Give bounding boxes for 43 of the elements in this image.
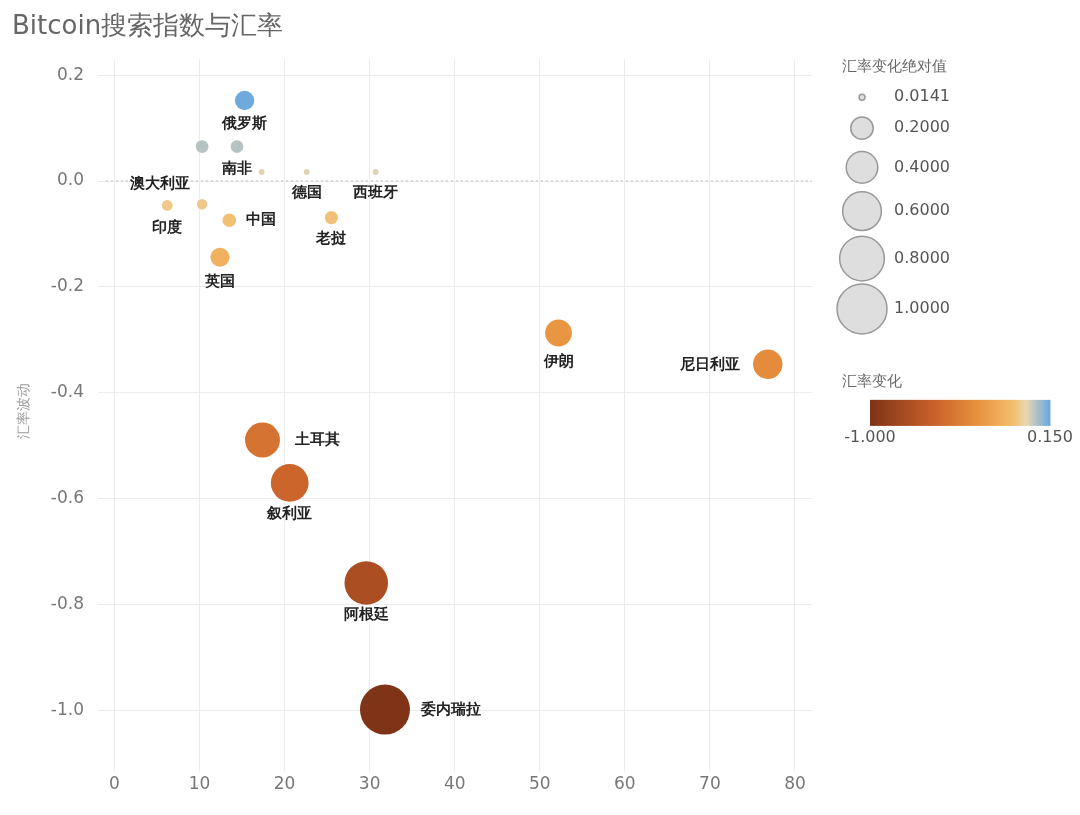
y-tick-label: -0.2: [50, 275, 84, 296]
x-tick-label: 30: [358, 773, 381, 794]
annotation: 土耳其: [293, 429, 340, 448]
legend-title: 汇率变化绝对值: [842, 57, 947, 76]
color-bar-label: -1.000: [844, 427, 896, 447]
annotation: 德国: [290, 182, 322, 201]
annotation: 印度: [152, 218, 183, 237]
legend-label: 0.6000: [894, 200, 950, 220]
x-tick-label: 40: [443, 773, 466, 794]
annotation: 南非: [220, 159, 252, 178]
chart-title: Bitcoin搜索指数与汇率: [12, 10, 284, 41]
annotation: 叙利亚: [266, 503, 313, 522]
y-axis-title: 汇率波动: [15, 383, 32, 440]
x-tick-label: 60: [614, 773, 636, 794]
y-tick-label: -0.4: [50, 381, 84, 402]
y-tick-label: -0.6: [50, 487, 84, 508]
y-tick-label: -0.8: [50, 593, 84, 614]
annotation: 澳大利亚: [129, 174, 191, 193]
legend-label: 0.2000: [894, 117, 950, 137]
y-tick-label: 0.2: [56, 63, 84, 84]
y-tick-label: -1.0: [50, 699, 84, 720]
x-tick-label: 80: [784, 773, 806, 794]
annotation: 英国: [203, 272, 235, 291]
x-tick-label: 10: [188, 773, 211, 794]
x-tick-label: 50: [528, 773, 551, 794]
legend-label: 1.0000: [894, 298, 950, 318]
color-bar-title: 汇率变化: [842, 371, 902, 390]
x-tick-label: 70: [699, 773, 721, 794]
annotation: 委内瑞拉: [419, 700, 481, 719]
annotation: 中国: [246, 210, 277, 229]
annotation: 阿根廷: [343, 604, 389, 623]
color-bar-label: 0.150: [1027, 427, 1073, 447]
x-tick-label: 0: [109, 773, 120, 794]
annotation: 老挝: [315, 229, 348, 248]
legend-label: 0.4000: [894, 156, 950, 176]
legend-label: 0.8000: [894, 247, 950, 267]
legend-label: 0.0141: [894, 86, 950, 106]
annotation: 俄罗斯: [221, 114, 268, 133]
x-tick-label: 20: [273, 773, 296, 794]
annotation: 尼日利亚: [678, 355, 740, 374]
annotation: 伊朗: [542, 351, 574, 370]
annotation: 西班牙: [352, 182, 399, 201]
y-tick-label: 0.0: [56, 169, 84, 190]
